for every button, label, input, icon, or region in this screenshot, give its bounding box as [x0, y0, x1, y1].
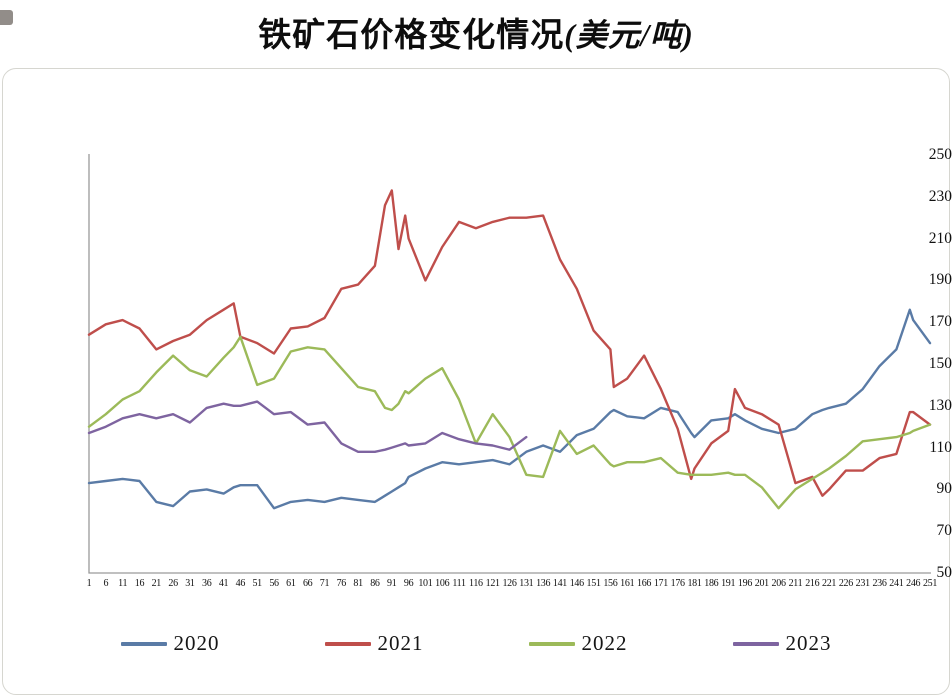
x-tick-label-206: 206: [771, 578, 786, 589]
y-tick-label-210: 210: [928, 229, 952, 247]
legend-item-2022: 2022: [528, 631, 628, 656]
y-tick-label-190: 190: [928, 271, 952, 289]
x-tick-label-231: 231: [855, 578, 870, 589]
y-tick-label-230: 230: [928, 187, 952, 205]
x-tick-label-1: 1: [86, 578, 92, 589]
chart-title-main: 铁矿石价格变化情况: [258, 16, 565, 53]
legend-line-swatch-2020: [120, 641, 167, 646]
y-tick-label-150: 150: [928, 355, 952, 372]
y-tick-label-250: 250: [928, 146, 952, 163]
x-tick-label-11: 11: [118, 578, 128, 589]
x-tick-label-226: 226: [838, 578, 853, 589]
chart-title: 铁矿石价格变化情况(美元/吨): [0, 8, 952, 56]
x-tick-label-76: 76: [336, 578, 347, 589]
x-tick-label-161: 161: [620, 578, 635, 589]
x-tick-label-121: 121: [485, 578, 500, 589]
x-tick-label-51: 51: [252, 578, 262, 589]
x-tick-label-146: 146: [569, 578, 584, 589]
x-tick-label-151: 151: [586, 578, 601, 589]
x-tick-label-171: 171: [653, 578, 668, 589]
x-tick-label-16: 16: [134, 578, 145, 589]
x-tick-label-126: 126: [502, 578, 517, 589]
x-tick-label-36: 36: [202, 578, 212, 589]
series-line-2022: [87, 335, 932, 510]
axis-lines: [88, 154, 931, 574]
x-tick-label-26: 26: [168, 578, 178, 589]
x-tick-label-236: 236: [872, 578, 887, 589]
x-tick-label-91: 91: [387, 578, 397, 589]
x-tick-label-116: 116: [468, 578, 483, 589]
y-tick-label-130: 130: [928, 396, 952, 414]
x-tick-label-211: 211: [788, 578, 803, 589]
series-line-2021: [87, 189, 932, 497]
x-tick-label-111: 111: [452, 578, 466, 589]
legend-label-2020: 2020: [173, 631, 220, 655]
x-tick-label-106: 106: [435, 578, 450, 589]
chart-title-unit: (美元/吨): [564, 18, 694, 53]
x-tick-label-201: 201: [754, 578, 769, 589]
x-tick-label-56: 56: [269, 578, 279, 589]
x-tick-label-136: 136: [536, 578, 551, 589]
legend-line-swatch-2022: [528, 641, 575, 646]
x-tick-label-66: 66: [302, 578, 313, 589]
x-tick-label-41: 41: [218, 578, 229, 589]
x-tick-label-251: 251: [922, 578, 938, 589]
legend-label-2023: 2023: [785, 631, 832, 655]
legend-line-swatch-2023: [732, 641, 779, 646]
legend-item-2021: 2021: [324, 631, 424, 656]
x-tick-label-46: 46: [235, 578, 246, 589]
x-tick-label-101: 101: [418, 578, 433, 589]
x-tick-label-241: 241: [889, 578, 904, 589]
x-tick-label-186: 186: [704, 578, 719, 589]
y-tick-label-170: 170: [928, 313, 952, 331]
x-tick-label-196: 196: [737, 578, 753, 589]
x-tick-label-61: 61: [286, 578, 296, 589]
x-tick-label-156: 156: [603, 578, 618, 589]
x-tick-label-181: 181: [687, 578, 702, 589]
legend-line-swatch-2021: [324, 641, 371, 646]
y-tick-label-90: 90: [936, 480, 952, 498]
x-tick-label-191: 191: [721, 578, 736, 589]
legend-item-2023: 2023: [732, 631, 832, 656]
series-line-2020: [87, 308, 932, 510]
corner-smudge-mark: [0, 10, 13, 25]
x-tick-label-176: 176: [670, 578, 685, 589]
x-tick-label-216: 216: [805, 578, 820, 589]
x-tick-label-141: 141: [552, 578, 568, 589]
legend-item-2020: 2020: [120, 631, 220, 656]
y-tick-label-70: 70: [936, 522, 952, 540]
y-tick-label-50: 50: [936, 564, 952, 581]
x-tick-label-86: 86: [370, 578, 380, 589]
x-tick-label-71: 71: [319, 578, 330, 589]
legend-label-2022: 2022: [581, 631, 628, 655]
x-tick-label-96: 96: [403, 578, 414, 589]
x-tick-label-31: 31: [185, 578, 195, 589]
x-tick-label-166: 166: [636, 578, 652, 589]
x-tick-label-81: 81: [353, 578, 363, 589]
x-tick-label-21: 21: [151, 578, 162, 589]
x-tick-label-246: 246: [906, 578, 921, 589]
legend: 2020 2021 2022 2023: [0, 631, 952, 656]
x-tick-label-6: 6: [103, 578, 109, 589]
x-tick-label-221: 221: [822, 578, 837, 589]
y-tick-label-110: 110: [929, 438, 952, 456]
x-tick-label-131: 131: [519, 578, 534, 589]
series-line-2023: [87, 400, 528, 453]
legend-label-2021: 2021: [377, 631, 424, 655]
